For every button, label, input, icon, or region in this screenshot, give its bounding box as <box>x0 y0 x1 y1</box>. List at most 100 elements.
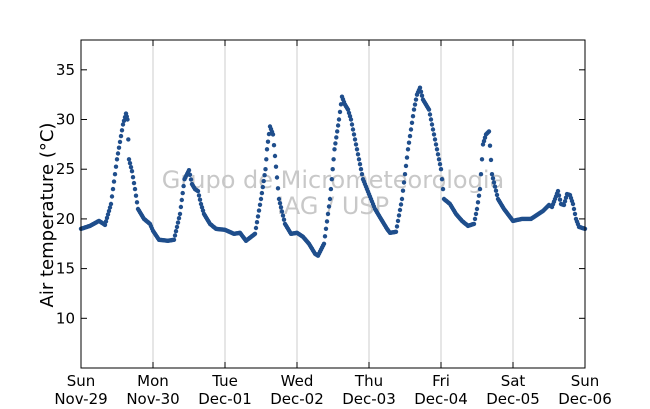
y-tick-label: 35 <box>56 61 75 79</box>
data-point <box>330 167 335 172</box>
data-point <box>491 180 497 185</box>
data-point <box>125 117 130 122</box>
data-point <box>395 218 401 224</box>
data-point <box>489 172 495 177</box>
data-point <box>336 117 342 122</box>
data-point <box>279 209 285 214</box>
data-point <box>438 167 444 172</box>
x-tick-date: Nov-30 <box>126 390 179 408</box>
data-point <box>321 241 327 246</box>
data-point <box>173 229 179 234</box>
data-point <box>280 213 286 218</box>
data-point <box>102 222 108 228</box>
data-point <box>322 234 328 239</box>
data-point <box>393 229 399 234</box>
data-point <box>188 177 194 182</box>
data-point <box>174 224 180 230</box>
data-point <box>334 135 339 140</box>
data-point <box>132 186 138 192</box>
data-point <box>264 157 269 162</box>
data-point <box>399 196 405 202</box>
data-point <box>439 177 445 182</box>
x-tick-day: Sun <box>571 372 600 390</box>
data-point <box>260 184 265 190</box>
data-point <box>400 188 406 193</box>
data-point <box>335 129 340 134</box>
data-point <box>178 204 184 210</box>
data-point <box>403 163 409 169</box>
data-point <box>172 233 178 238</box>
x-tick-date: Dec-06 <box>558 390 612 408</box>
data-point <box>273 164 279 169</box>
data-point <box>494 192 500 198</box>
data-point <box>328 186 334 192</box>
data-point <box>473 211 479 217</box>
x-tick-day: Sat <box>501 372 526 390</box>
x-tick-date: Dec-01 <box>198 390 252 408</box>
data-point <box>126 157 132 162</box>
data-point <box>105 212 111 217</box>
data-point <box>440 186 446 192</box>
x-tick-day: Tue <box>211 372 238 390</box>
data-point <box>354 147 360 152</box>
y-tick-label: 25 <box>56 160 75 178</box>
data-point <box>195 188 201 194</box>
data-point <box>278 205 284 210</box>
y-tick-label: 30 <box>56 111 75 129</box>
data-point <box>478 172 484 177</box>
x-axis: SunNov-29MonNov-30TueDec-01WedDec-02ThuD… <box>54 40 612 408</box>
data-point <box>482 135 488 140</box>
data-point <box>333 141 338 146</box>
data-point <box>111 179 117 184</box>
data-point <box>435 152 441 157</box>
data-point <box>474 206 480 212</box>
data-point <box>413 97 419 102</box>
data-point <box>359 172 365 177</box>
data-point <box>477 186 483 192</box>
data-point <box>434 147 440 152</box>
data-point <box>277 201 283 206</box>
data-point <box>405 147 411 152</box>
data-point <box>198 201 204 207</box>
data-point <box>253 225 259 231</box>
data-point <box>323 226 329 231</box>
data-point <box>120 122 126 127</box>
data-point <box>121 118 127 124</box>
data-point <box>276 196 282 202</box>
data-point <box>351 132 357 137</box>
data-point <box>262 173 267 178</box>
data-point <box>275 186 281 191</box>
data-point <box>433 142 439 147</box>
data-point <box>407 133 413 139</box>
data-point <box>254 220 260 225</box>
data-point <box>119 128 125 133</box>
data-point <box>103 219 109 224</box>
data-point <box>252 231 258 236</box>
data-point <box>488 157 494 163</box>
data-point <box>109 194 115 199</box>
data-point <box>270 132 276 137</box>
data-point <box>493 188 499 193</box>
data-point <box>175 220 181 225</box>
data-point <box>436 157 442 162</box>
vertical-gridlines <box>152 40 514 368</box>
x-tick-date: Dec-04 <box>414 390 468 408</box>
x-tick-day: Sun <box>67 372 96 390</box>
data-point <box>127 161 133 166</box>
y-axis-label: Air temperature (°C) <box>37 123 58 308</box>
data-point <box>181 183 186 189</box>
data-point <box>352 137 358 142</box>
data-point <box>108 201 114 207</box>
data-point <box>266 131 272 137</box>
data-point <box>426 107 432 112</box>
data-point <box>479 157 485 162</box>
data-point <box>432 137 438 142</box>
data-point <box>570 201 576 207</box>
data-point <box>428 117 434 122</box>
data-point <box>355 152 361 157</box>
data-point <box>259 190 265 196</box>
data-point <box>427 112 433 117</box>
data-point <box>256 208 262 213</box>
data-point <box>431 132 437 137</box>
data-point <box>263 167 268 172</box>
